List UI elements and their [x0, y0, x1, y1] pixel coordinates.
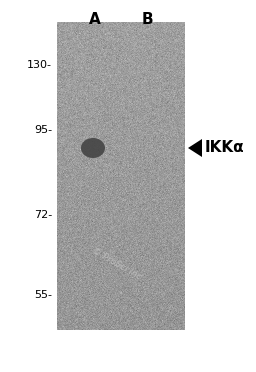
- Text: 55-: 55-: [34, 290, 52, 300]
- Polygon shape: [188, 139, 202, 157]
- Text: IKKα: IKKα: [205, 141, 245, 155]
- Text: © ProSci Inc.: © ProSci Inc.: [90, 246, 146, 283]
- Text: B: B: [141, 12, 153, 27]
- Text: 130-: 130-: [27, 60, 52, 70]
- Text: 72-: 72-: [34, 210, 52, 220]
- Text: A: A: [89, 12, 101, 27]
- Ellipse shape: [81, 138, 105, 158]
- Text: 95-: 95-: [34, 125, 52, 135]
